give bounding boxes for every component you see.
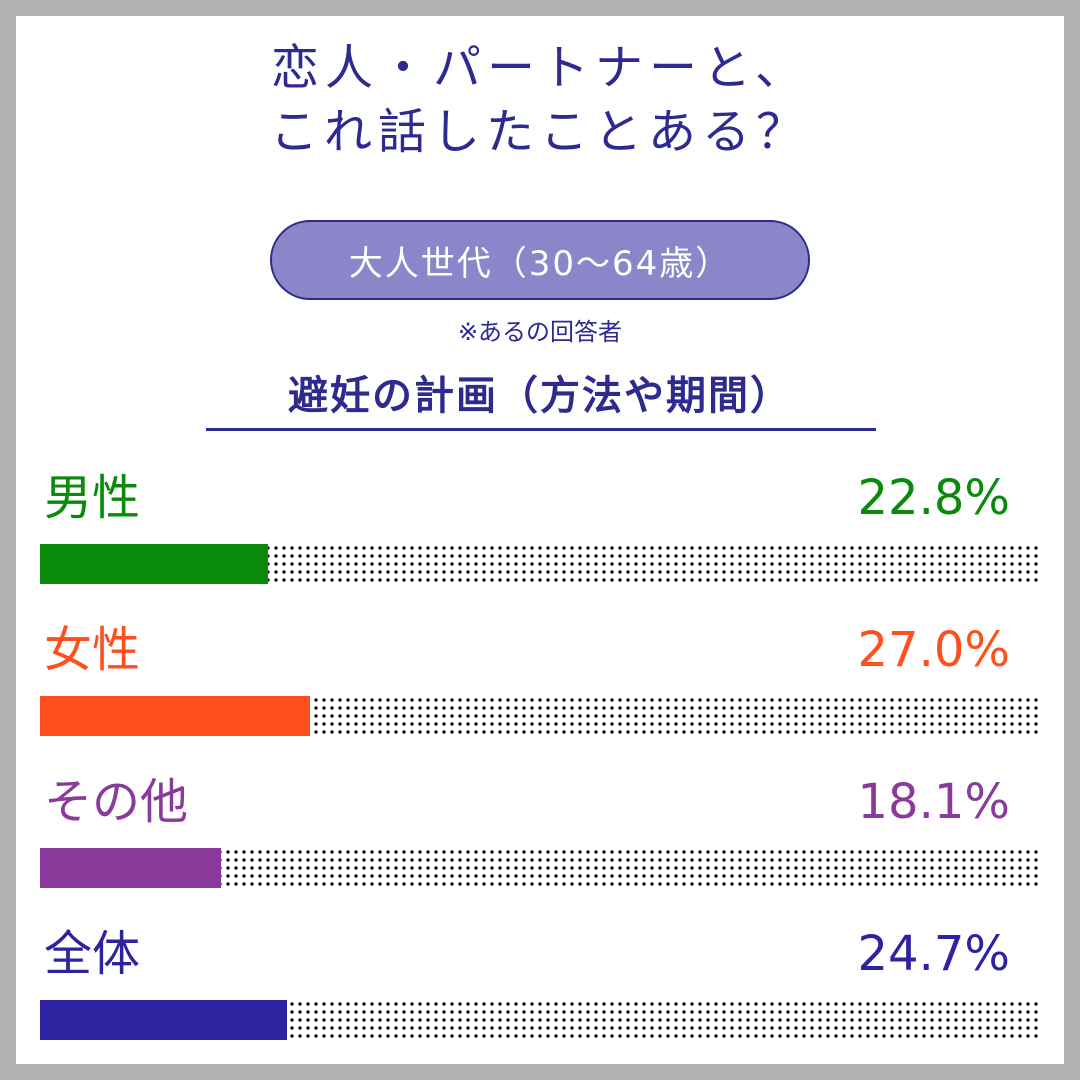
value-label-male: 22.8% bbox=[857, 470, 1010, 526]
title-line-2: これ話したことある？ bbox=[269, 104, 810, 160]
bar-track-male bbox=[40, 544, 1040, 584]
respondent-note: ※あるの回答者 bbox=[457, 318, 623, 346]
bar-female bbox=[40, 696, 310, 736]
page-title: 恋人・パートナーと、 これ話したことある？ bbox=[0, 36, 1080, 164]
card-background bbox=[16, 16, 1064, 1064]
value-label-female: 27.0% bbox=[857, 622, 1010, 678]
bar-track-female bbox=[40, 696, 1040, 736]
title-line-1: 恋人・パートナーと、 bbox=[270, 40, 810, 96]
bar-track-total bbox=[40, 1000, 1040, 1040]
group-badge: 大人世代（30〜64歳） bbox=[270, 220, 810, 300]
chart-title: 避妊の計画（方法や期間） bbox=[288, 373, 792, 419]
bar-total bbox=[40, 1000, 287, 1040]
category-label-total: 全体 bbox=[44, 926, 141, 982]
category-label-other: その他 bbox=[44, 774, 189, 830]
value-label-total: 24.7% bbox=[857, 926, 1010, 982]
chart-title-underline bbox=[206, 428, 876, 431]
bar-other bbox=[40, 848, 221, 888]
bar-track-other bbox=[40, 848, 1040, 888]
bar-male bbox=[40, 544, 268, 584]
category-label-female: 女性 bbox=[44, 622, 141, 678]
value-label-other: 18.1% bbox=[857, 774, 1010, 830]
category-label-male: 男性 bbox=[44, 470, 141, 526]
